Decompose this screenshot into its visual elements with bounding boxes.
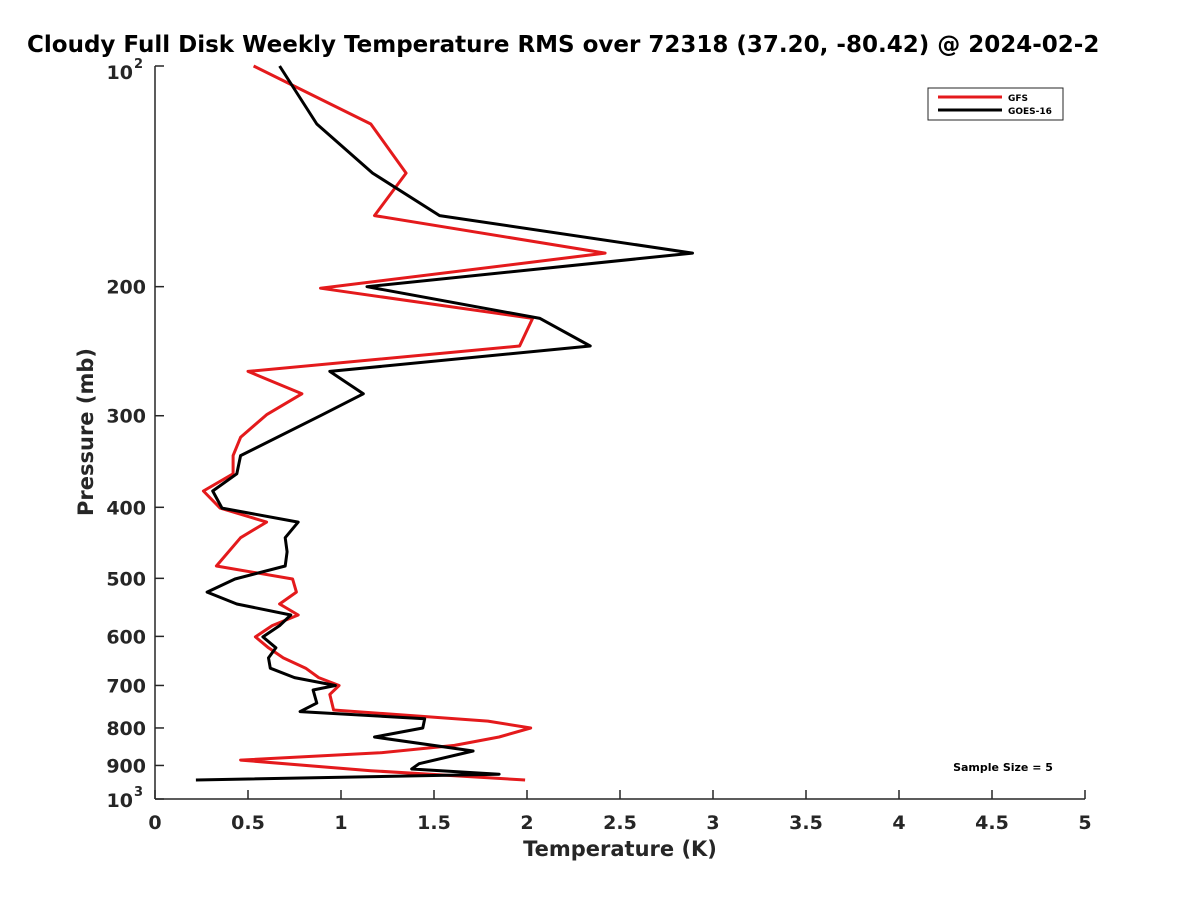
series-line-goes16 [195,65,694,782]
y-tick-label: 900 [106,755,146,777]
y-tick-label: 600 [106,626,146,648]
y-axis-label: Pressure (mb) [74,348,98,516]
x-tick-label: 3.5 [789,812,823,834]
y-tick-label-exponent: 2 [134,57,143,72]
chart-title: Cloudy Full Disk Weekly Temperature RMS … [27,32,1100,58]
x-tick-label: 3 [706,812,719,834]
y-tick-label-exponent: 3 [134,785,143,800]
x-tick-label: 0.5 [231,812,265,834]
legend: GFS GOES-16 [927,87,1064,121]
x-tick-label: 5 [1078,812,1091,834]
sample-size-annotation: Sample Size = 5 [953,761,1053,774]
x-tick-label: 1.5 [417,812,451,834]
y-tick-label-base: 10 [107,790,133,812]
x-tick-label: 0 [148,812,161,834]
series-line-gfs [201,64,607,782]
x-tick-label: 4 [892,812,905,834]
y-tick-label-base: 10 [107,62,133,84]
y-tick-label: 300 [106,406,146,428]
y-tick-label: 200 [106,277,146,299]
y-tick-label: 400 [106,497,146,519]
y-tick-label: 500 [106,568,146,590]
x-axis-label: Temperature (K) [523,837,717,861]
x-tick-label: 2.5 [603,812,637,834]
x-tick-label: 4.5 [975,812,1009,834]
x-tick-label: 2 [520,812,533,834]
y-tick-label: 700 [106,675,146,697]
legend-label-goes16: GOES-16 [1008,107,1052,117]
legend-label-gfs: GFS [1008,94,1028,104]
y-tick-label: 800 [106,718,146,740]
x-tick-label: 1 [334,812,347,834]
